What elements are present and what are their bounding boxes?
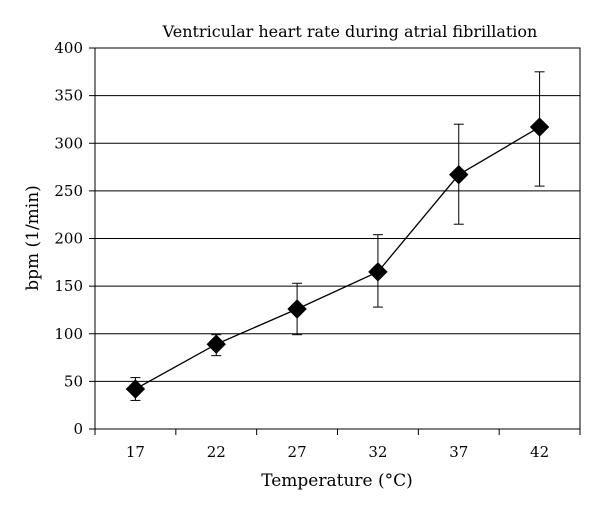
tick-label-x-22: 22: [207, 443, 226, 461]
tick-label-y-300: 300: [54, 134, 83, 152]
chart-title: Ventricular heart rate during atrial fib…: [162, 22, 538, 41]
data-point-37: [449, 164, 469, 185]
data-point-22: [206, 334, 226, 354]
tick-label-x-42: 42: [530, 443, 549, 461]
x-axis-title: Temperature (°C): [261, 471, 413, 491]
tick-label-y-400: 400: [54, 39, 83, 57]
plot-area: 0 50 100 150 200 250 300 350 400 17 22 27 32 37 42: [54, 39, 581, 461]
tick-label-y-250: 250: [54, 182, 83, 200]
tick-label-x-27: 27: [288, 443, 307, 461]
tick-label-y-100: 100: [54, 325, 83, 343]
series-line-0: [135, 126, 540, 390]
tick-label-y-150: 150: [54, 277, 83, 295]
tick-label-x-32: 32: [368, 443, 387, 461]
y-axis-title: bpm (1/min): [23, 185, 43, 291]
tick-label-y-200: 200: [54, 230, 83, 248]
tick-label-y-50: 50: [64, 372, 83, 390]
data-point-27: [287, 299, 307, 319]
data-point-17: [125, 379, 146, 399]
tick-label-x-37: 37: [449, 443, 468, 461]
tick-label-y-350: 350: [54, 87, 83, 105]
data-point-32: [368, 262, 388, 282]
tick-label-y-0: 0: [73, 420, 83, 438]
data-point-42: [529, 117, 550, 137]
tick-label-x-17: 17: [126, 443, 145, 461]
